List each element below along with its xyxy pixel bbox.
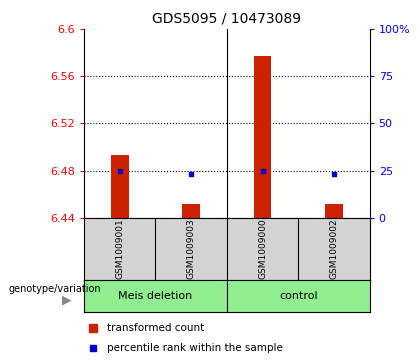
Text: genotype/variation: genotype/variation — [8, 284, 101, 294]
Text: Meis deletion: Meis deletion — [118, 291, 192, 301]
Bar — [325, 204, 343, 218]
Title: GDS5095 / 10473089: GDS5095 / 10473089 — [152, 11, 302, 25]
Text: GSM1009002: GSM1009002 — [329, 218, 339, 279]
Text: transformed count: transformed count — [107, 323, 204, 333]
Text: GSM1009000: GSM1009000 — [258, 218, 267, 279]
Bar — [111, 155, 129, 218]
Text: control: control — [279, 291, 318, 301]
Bar — [254, 56, 271, 218]
Text: GSM1009001: GSM1009001 — [115, 218, 124, 279]
Text: GSM1009003: GSM1009003 — [186, 218, 196, 279]
Bar — [182, 204, 200, 218]
Text: percentile rank within the sample: percentile rank within the sample — [107, 343, 283, 354]
Text: ▶: ▶ — [63, 293, 72, 306]
